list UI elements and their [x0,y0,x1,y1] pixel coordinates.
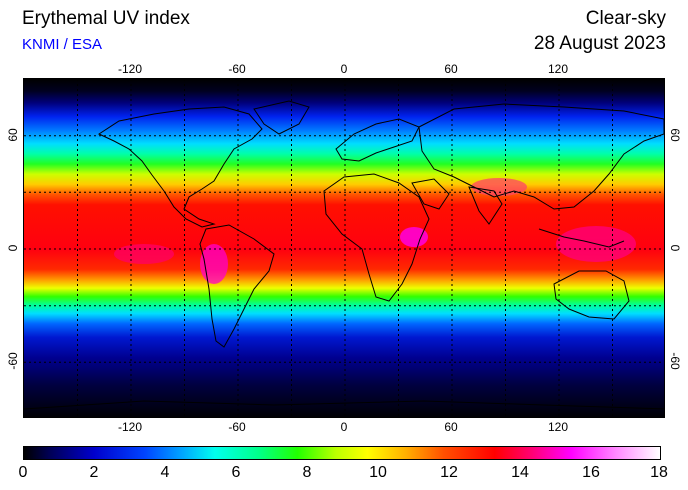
lon-label-top-120: 120 [547,62,569,76]
hotspot-east-africa [400,227,428,247]
europe-coast [335,118,420,162]
colorbar-label-18: 18 [650,464,668,481]
uv-map-svg [24,79,664,417]
lat-label-right-60: 60 [668,128,682,142]
colorbar-label-10: 10 [369,464,387,481]
colorbar-label-2: 2 [89,464,99,481]
data-source: KNMI / ESA [22,36,103,53]
australia-coast [553,270,630,320]
sky-condition: Clear-sky [585,8,666,29]
south-america-coast [199,224,275,348]
lon-label-top-60: 60 [444,62,458,76]
antarctica-coast [24,400,664,410]
hotspot-andes [200,244,228,284]
lon-label-bottom-m60: -60 [228,420,246,434]
lon-label-top-0: 0 [340,62,348,76]
lon-label-bottom-0: 0 [340,420,348,434]
lat-label-left-60: 60 [6,128,20,142]
indonesia-coast [538,228,625,248]
lat-label-left-m60: -60 [6,352,20,370]
colorbar-label-0: 0 [18,464,28,481]
lon-label-top-m60: -60 [228,62,246,76]
colorbar-label-14: 14 [511,464,529,481]
colorbar-label-6: 6 [231,464,241,481]
lat-label-right-0: 0 [668,244,682,252]
colorbar-label-16: 16 [582,464,600,481]
lon-label-bottom-m120: -120 [117,420,143,434]
colorbar-label-12: 12 [440,464,458,481]
coastlines [24,100,664,410]
asia-coast [418,103,664,210]
lat-label-left-0: 0 [6,244,20,252]
hotspot-pacific [114,244,174,264]
lon-label-bottom-120: 120 [547,420,569,434]
africa-coast [323,173,430,302]
hotspot-tibet [471,178,527,196]
lon-label-bottom-60: 60 [444,420,458,434]
india-coast [468,186,503,225]
uv-colorbar [23,446,661,460]
arabia-coast [411,178,450,210]
uv-index-map [23,78,665,418]
north-america-coast [97,106,263,228]
map-title: Erythemal UV index [22,8,190,29]
graticule [24,79,664,417]
greenland-coast [253,100,310,135]
colorbar-label-4: 4 [160,464,170,481]
lon-label-top-m120: -120 [117,62,143,76]
lat-label-right-m60: -60 [668,352,682,370]
map-date: 28 August 2023 [533,33,666,54]
colorbar-label-8: 8 [302,464,312,481]
